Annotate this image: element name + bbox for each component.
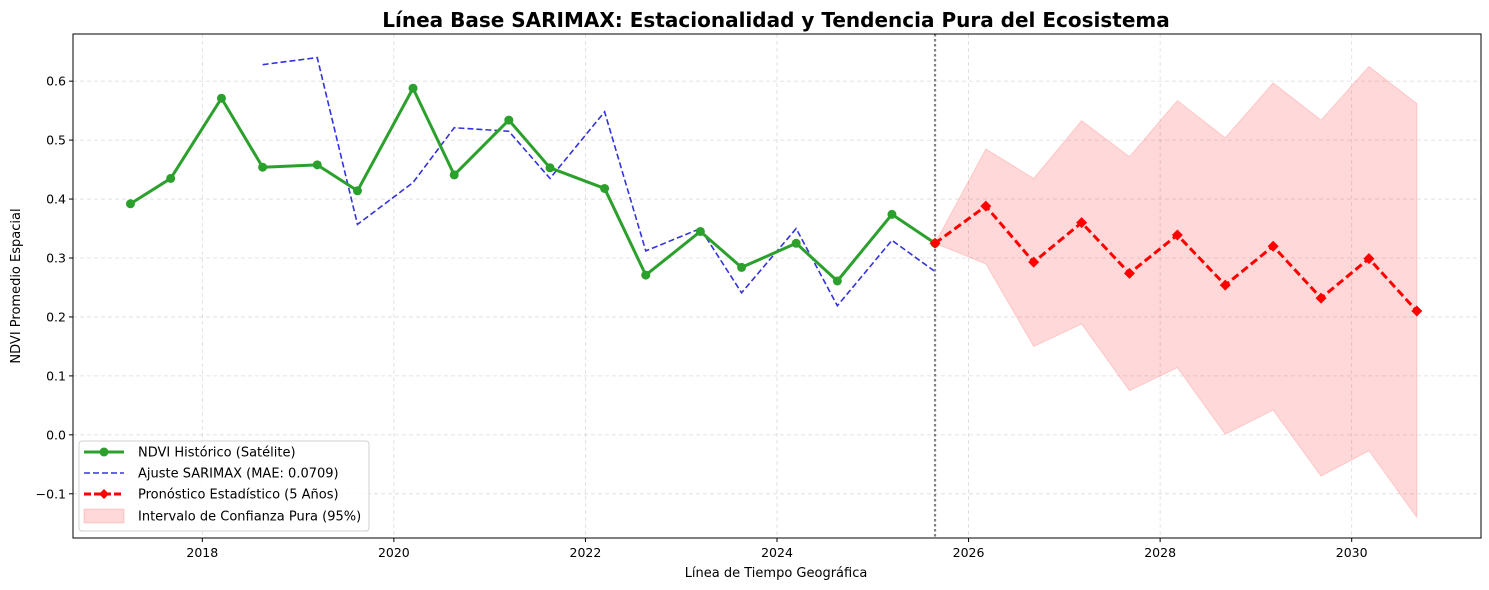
y-tick-label: 0.6 <box>46 74 66 89</box>
historical-ndvi-point <box>449 170 459 180</box>
historical-ndvi-point <box>312 160 322 170</box>
historical-ndvi-point <box>408 83 418 93</box>
legend-marker-pronostico <box>99 489 109 499</box>
historical-ndvi-point <box>125 199 135 209</box>
y-axis-ticks: −0.1 0.0 0.1 0.2 0.3 0.4 0.5 0.6 <box>36 74 73 501</box>
legend-box <box>78 440 370 532</box>
legend: NDVI Histórico (Satélite) Ajuste SARIMAX… <box>78 440 370 532</box>
x-tick-label: 2028 <box>1144 545 1176 560</box>
legend-marker-historico <box>99 447 109 457</box>
forecast-point <box>1363 253 1375 265</box>
historical-ndvi-point <box>352 186 362 196</box>
y-tick-label: 0.2 <box>46 309 66 324</box>
historical-ndvi-point <box>216 93 226 103</box>
confidence-band-layer <box>934 65 1418 519</box>
historical-ndvi-point <box>791 238 801 248</box>
y-tick-label: 0.0 <box>46 427 66 442</box>
historical-ndvi-point <box>545 163 555 173</box>
forecast-point <box>1028 256 1040 268</box>
grid-layer <box>73 34 1481 538</box>
y-axis-label: NDVI Promedio Espacial <box>9 208 24 363</box>
forecast-point <box>980 200 992 212</box>
y-tick-label: 0.5 <box>46 133 66 148</box>
forecast-point <box>1411 305 1423 317</box>
x-axis-ticks: 2018 2020 2022 2024 2026 2028 2030 <box>186 538 1368 560</box>
legend-label-intervalo: Intervalo de Confianza Pura (95%) <box>138 510 361 525</box>
historical-ndvi-line <box>129 86 936 283</box>
y-tick-label: −0.1 <box>36 486 66 501</box>
historical-ndvi-point <box>832 276 842 286</box>
historical-ndvi-point <box>600 183 610 193</box>
x-tick-label: 2022 <box>570 545 602 560</box>
x-tick-label: 2026 <box>953 545 985 560</box>
historical-ndvi-point <box>887 209 897 219</box>
confidence-band-area <box>934 65 1418 519</box>
x-tick-label: 2020 <box>378 545 410 560</box>
legend-label-historico: NDVI Histórico (Satélite) <box>138 446 296 461</box>
historical-ndvi-point <box>166 173 176 183</box>
y-tick-label: 0.4 <box>46 192 66 207</box>
historical-ndvi-point <box>504 115 514 125</box>
x-tick-label: 2024 <box>761 545 793 560</box>
forecast-point <box>1315 292 1327 304</box>
historical-ndvi-point <box>641 270 651 280</box>
legend-label-pronostico: Pronóstico Estadístico (5 Años) <box>138 488 339 503</box>
y-tick-label: 0.1 <box>46 368 66 383</box>
forecast-point <box>1123 267 1135 279</box>
forecast-point <box>1219 279 1231 291</box>
legend-swatch-intervalo <box>83 508 125 524</box>
sarimax-fit-line <box>262 56 936 308</box>
forecast-point <box>1267 240 1279 252</box>
historical-ndvi-point <box>695 226 705 236</box>
historical-ndvi-point <box>258 162 268 172</box>
forecast-point <box>929 237 941 249</box>
historical-ndvi-point <box>737 262 747 272</box>
legend-label-ajuste: Ajuste SARIMAX (MAE: 0.0709) <box>138 467 339 482</box>
forecast-point <box>1171 229 1183 241</box>
chart-title: Línea Base SARIMAX: Estacionalidad y Ten… <box>382 8 1170 32</box>
x-tick-label: 2018 <box>186 545 218 560</box>
y-tick-label: 0.3 <box>46 251 66 266</box>
x-axis-label: Línea de Tiempo Geográfica <box>685 566 868 581</box>
series-layer <box>125 34 1423 538</box>
x-tick-label: 2030 <box>1336 545 1368 560</box>
forecast-point <box>1076 217 1088 229</box>
